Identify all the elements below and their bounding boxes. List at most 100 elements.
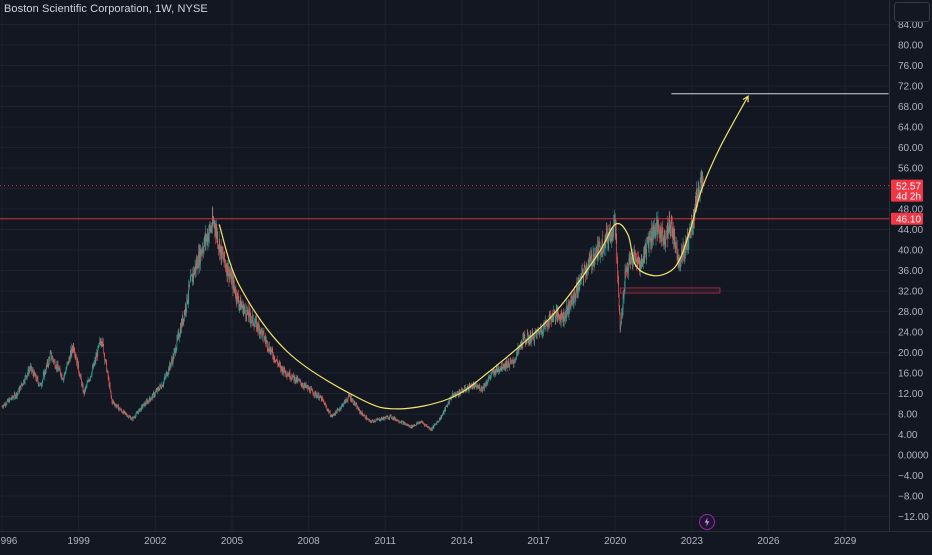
candle-body bbox=[312, 389, 313, 392]
candle-body bbox=[79, 374, 80, 377]
candle-body bbox=[223, 252, 225, 261]
candle-body bbox=[640, 260, 642, 265]
candle-body bbox=[46, 361, 48, 366]
candle-body bbox=[164, 376, 166, 378]
cup-handle-curve[interactable] bbox=[218, 95, 749, 410]
candle-body bbox=[319, 395, 321, 397]
candle-body bbox=[145, 403, 147, 405]
candle-body bbox=[371, 421, 372, 423]
candle-body bbox=[145, 402, 146, 405]
candle-body bbox=[114, 404, 116, 407]
bolt-icon[interactable] bbox=[699, 514, 715, 530]
candle-body bbox=[408, 424, 409, 426]
candle-body bbox=[249, 311, 251, 318]
candle-body bbox=[118, 408, 120, 410]
candle-body bbox=[89, 379, 90, 382]
candle-body bbox=[384, 416, 386, 420]
candle-body bbox=[255, 318, 257, 320]
candle-body bbox=[127, 415, 129, 418]
candle-body bbox=[702, 182, 703, 187]
candle-body bbox=[209, 225, 210, 234]
candle-body bbox=[43, 372, 45, 377]
candle-body bbox=[63, 378, 64, 381]
candle-body bbox=[280, 364, 281, 370]
candle-body bbox=[196, 259, 198, 267]
candle-body bbox=[465, 386, 466, 391]
candle-body bbox=[637, 259, 638, 269]
candle-body bbox=[446, 405, 448, 407]
support-rectangle[interactable] bbox=[619, 287, 721, 294]
candle-body bbox=[691, 220, 692, 225]
candle-body bbox=[526, 341, 528, 344]
candle-body bbox=[70, 349, 72, 355]
candle-body bbox=[551, 317, 553, 322]
candle-body bbox=[495, 369, 496, 375]
y-tick-label: 44.00 bbox=[898, 225, 923, 236]
candle-body bbox=[488, 378, 489, 381]
candle-body bbox=[367, 418, 368, 420]
candle-body bbox=[269, 348, 271, 354]
candle-body bbox=[612, 229, 614, 234]
candle-body bbox=[403, 422, 404, 425]
candle-body bbox=[645, 243, 646, 255]
candle-body bbox=[353, 401, 355, 405]
candle-body bbox=[331, 415, 332, 417]
candle-body bbox=[155, 390, 157, 392]
candle-body bbox=[39, 384, 40, 386]
candle-body bbox=[381, 418, 382, 420]
candle-body bbox=[130, 417, 132, 420]
candle-body bbox=[499, 368, 501, 372]
drawings[interactable] bbox=[0, 93, 889, 410]
candle-body bbox=[466, 390, 467, 392]
candle-body bbox=[636, 261, 638, 269]
candle-body bbox=[538, 330, 539, 332]
candle-body bbox=[506, 361, 508, 368]
candle-body bbox=[9, 398, 10, 403]
candle-body bbox=[106, 361, 107, 372]
candle-body bbox=[373, 421, 374, 423]
candle-body bbox=[570, 305, 571, 307]
candle-body bbox=[458, 394, 459, 396]
candle-body bbox=[571, 296, 572, 298]
candle-body bbox=[639, 264, 641, 270]
candle-body bbox=[16, 393, 18, 397]
candle-body bbox=[561, 311, 562, 315]
candle-body bbox=[240, 305, 242, 310]
candle-body bbox=[315, 391, 316, 393]
candle-body bbox=[658, 227, 660, 229]
candle-body bbox=[541, 328, 543, 335]
candle-body bbox=[598, 243, 599, 254]
candle-body bbox=[702, 182, 704, 184]
y-tick-label: 84.00 bbox=[898, 20, 923, 31]
current-price-value: 52.57 bbox=[896, 182, 921, 193]
settings-button[interactable] bbox=[894, 2, 930, 22]
candle-body bbox=[300, 383, 302, 386]
candle-body bbox=[256, 318, 257, 330]
candle-body bbox=[563, 320, 565, 323]
candle-body bbox=[280, 366, 282, 370]
candle-body bbox=[390, 415, 392, 418]
candle-body bbox=[492, 370, 494, 374]
candle-body bbox=[636, 261, 637, 262]
candle-body bbox=[202, 248, 204, 252]
chart-title: Boston Scientific Corporation, 1W, NYSE bbox=[4, 3, 208, 15]
candle-body bbox=[56, 364, 57, 369]
candle-body bbox=[180, 327, 181, 336]
candle-body bbox=[468, 389, 470, 391]
candle-body bbox=[351, 396, 352, 402]
candle-body bbox=[444, 408, 446, 411]
candle-body bbox=[497, 367, 499, 372]
candle-body bbox=[263, 331, 265, 340]
candle-body bbox=[648, 240, 649, 248]
candle-body bbox=[148, 400, 149, 402]
candle-body bbox=[547, 324, 548, 327]
candle-body bbox=[44, 370, 46, 377]
candle-body bbox=[428, 426, 430, 429]
candle-body bbox=[197, 267, 199, 269]
candle-body bbox=[366, 419, 368, 420]
candle-body bbox=[154, 392, 155, 397]
y-tick-label: 4.00 bbox=[898, 430, 918, 441]
